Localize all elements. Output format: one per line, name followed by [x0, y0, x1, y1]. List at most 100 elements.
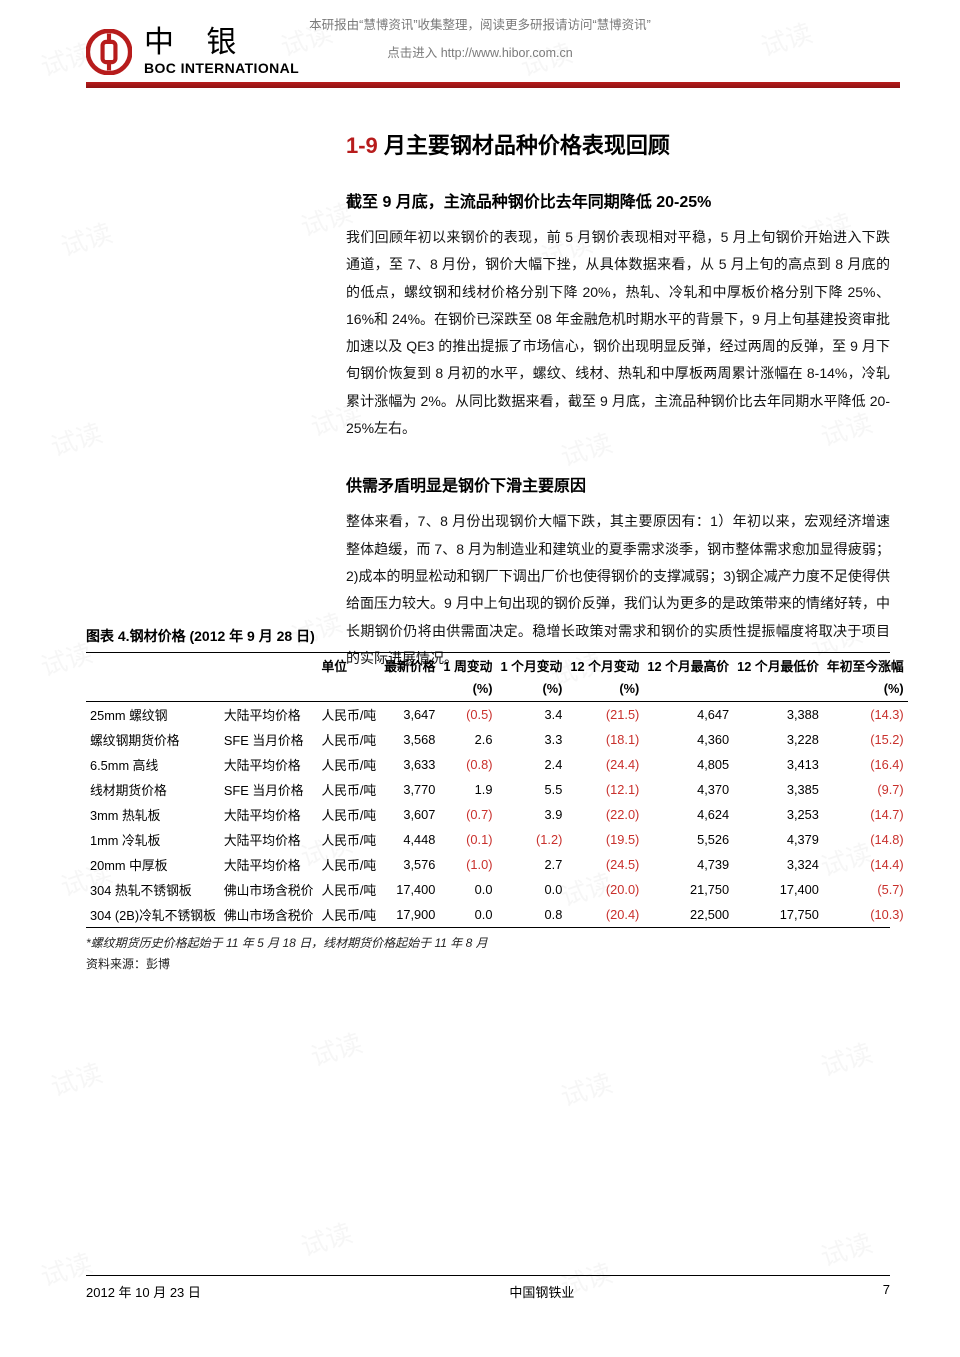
- boc-logo-icon: [86, 29, 132, 75]
- price-table: 单位最新价格1 周变动1 个月变动12 个月变动12 个月最高价12 个月最低价…: [86, 653, 908, 927]
- table-cell: 人民币/吨: [317, 727, 380, 752]
- table-cell: 1mm 冷轧板: [86, 827, 220, 852]
- table-cell: 线材期货价格: [86, 777, 220, 802]
- price-table-block: 图表 4.钢材价格 (2012 年 9 月 28 日) 单位最新价格1 周变动1…: [86, 626, 890, 972]
- page-title-accent: 1-9: [346, 133, 384, 158]
- footer-center: 中国钢铁业: [509, 1282, 574, 1301]
- table-cell: 人民币/吨: [317, 827, 380, 852]
- table-cell: (1.2): [496, 827, 566, 852]
- table-cell: 20mm 中厚板: [86, 852, 220, 877]
- table-cell: (16.4): [823, 752, 908, 777]
- table-header-cell: 12 个月最低价: [733, 653, 823, 678]
- table-header-cell: [317, 678, 380, 702]
- table-header-cell: [733, 678, 823, 702]
- table-cell: 4,360: [643, 727, 733, 752]
- watermark-text: 试读: [46, 413, 107, 464]
- table-header-cell: [380, 678, 439, 702]
- table-cell: 3,633: [380, 752, 439, 777]
- table-cell: 0.0: [439, 902, 496, 927]
- table-cell: (1.0): [439, 852, 496, 877]
- table-cell: 2.7: [496, 852, 566, 877]
- table-cell: 3,607: [380, 802, 439, 827]
- brand-block: 中 银 BOC INTERNATIONAL: [86, 28, 900, 76]
- table-cell: 21,750: [643, 877, 733, 902]
- table-cell: (20.0): [566, 877, 643, 902]
- table-cell: 2.4: [496, 752, 566, 777]
- table-cell: 4,739: [643, 852, 733, 877]
- table-header-cell: 12 个月变动: [566, 653, 643, 678]
- table-cell: 人民币/吨: [317, 902, 380, 927]
- table-cell: 3.3: [496, 727, 566, 752]
- table-cell: 3,388: [733, 702, 823, 728]
- table-cell: SFE 当月价格: [220, 727, 318, 752]
- table-cell: 0.8: [496, 902, 566, 927]
- brand-name-cn: 中 银: [144, 28, 299, 58]
- table-cell: 0.0: [496, 877, 566, 902]
- table-cell: 3,413: [733, 752, 823, 777]
- table-cell: (20.4): [566, 902, 643, 927]
- table-cell: 2.6: [439, 727, 496, 752]
- table-cell: (24.4): [566, 752, 643, 777]
- watermark-text: 试读: [56, 213, 117, 264]
- table-cell: 3,228: [733, 727, 823, 752]
- table-cell: 22,500: [643, 902, 733, 927]
- table-header-cell: [220, 678, 318, 702]
- table-row: 304 热轧不锈钢板佛山市场含税价人民币/吨17,4000.00.0(20.0)…: [86, 877, 908, 902]
- table-header-cell: [643, 678, 733, 702]
- table-cell: 人民币/吨: [317, 702, 380, 728]
- table-cell: 大陆平均价格: [220, 752, 318, 777]
- table-cell: 304 (2B)冷轧不锈钢板: [86, 902, 220, 927]
- table-cell: 大陆平均价格: [220, 702, 318, 728]
- table-title: 图表 4.钢材价格 (2012 年 9 月 28 日): [86, 626, 890, 646]
- table-cell: 大陆平均价格: [220, 852, 318, 877]
- table-cell: (14.8): [823, 827, 908, 852]
- table-cell: (14.7): [823, 802, 908, 827]
- table-cell: 3mm 热轧板: [86, 802, 220, 827]
- table-header-cell: (%): [823, 678, 908, 702]
- table-cell: 304 热轧不锈钢板: [86, 877, 220, 902]
- table-cell: SFE 当月价格: [220, 777, 318, 802]
- table-cell: 17,400: [733, 877, 823, 902]
- table-row: 6.5mm 高线大陆平均价格人民币/吨3,633(0.8)2.4(24.4)4,…: [86, 752, 908, 777]
- table-cell: 3,770: [380, 777, 439, 802]
- table-row: 20mm 中厚板大陆平均价格人民币/吨3,576(1.0)2.7(24.5)4,…: [86, 852, 908, 877]
- table-cell: 17,900: [380, 902, 439, 927]
- table-cell: 5,526: [643, 827, 733, 852]
- table-cell: (0.8): [439, 752, 496, 777]
- table-cell: 4,370: [643, 777, 733, 802]
- watermark-text: 试读: [816, 1033, 877, 1084]
- table-cell: 5.5: [496, 777, 566, 802]
- table-source: 资料来源：彭博: [86, 955, 890, 972]
- table-header-cell: 最新价格: [380, 653, 439, 678]
- table-cell: (18.1): [566, 727, 643, 752]
- table-header-cell: 年初至今涨幅: [823, 653, 908, 678]
- table-cell: (0.1): [439, 827, 496, 852]
- table-cell: 人民币/吨: [317, 877, 380, 902]
- table-row: 螺纹钢期货价格SFE 当月价格人民币/吨3,5682.63.3(18.1)4,3…: [86, 727, 908, 752]
- table-header-cell: [220, 653, 318, 678]
- table-cell: (10.3): [823, 902, 908, 927]
- table-cell: 17,750: [733, 902, 823, 927]
- watermark-text: 试读: [46, 1053, 107, 1104]
- table-cell: (0.7): [439, 802, 496, 827]
- table-cell: 4,448: [380, 827, 439, 852]
- table-cell: (22.0): [566, 802, 643, 827]
- table-cell: 3,385: [733, 777, 823, 802]
- report-header: 中 银 BOC INTERNATIONAL: [86, 28, 900, 88]
- table-cell: 佛山市场含税价: [220, 877, 318, 902]
- table-footnote: *螺纹期货历史价格起始于 11 年 5 月 18 日，线材期货价格起始于 11 …: [86, 934, 890, 953]
- table-header-cell: 单位: [317, 653, 380, 678]
- table-cell: 17,400: [380, 877, 439, 902]
- watermark-text: 试读: [816, 1223, 877, 1274]
- table-cell: (14.4): [823, 852, 908, 877]
- main-content: 1-9 月主要钢材品种价格表现回顾 截至 9 月底，主流品种钢价比去年同期降低 …: [346, 128, 890, 702]
- table-header-cell: 1 个月变动: [496, 653, 566, 678]
- table-cell: (0.5): [439, 702, 496, 728]
- table-cell: (5.7): [823, 877, 908, 902]
- table-cell: 3,568: [380, 727, 439, 752]
- footer-page: 7: [883, 1282, 890, 1301]
- page-footer: 2012 年 10 月 23 日 中国钢铁业 7: [86, 1275, 890, 1301]
- table-row: 线材期货价格SFE 当月价格人民币/吨3,7701.95.5(12.1)4,37…: [86, 777, 908, 802]
- watermark-text: 试读: [556, 1063, 617, 1114]
- table-cell: (14.3): [823, 702, 908, 728]
